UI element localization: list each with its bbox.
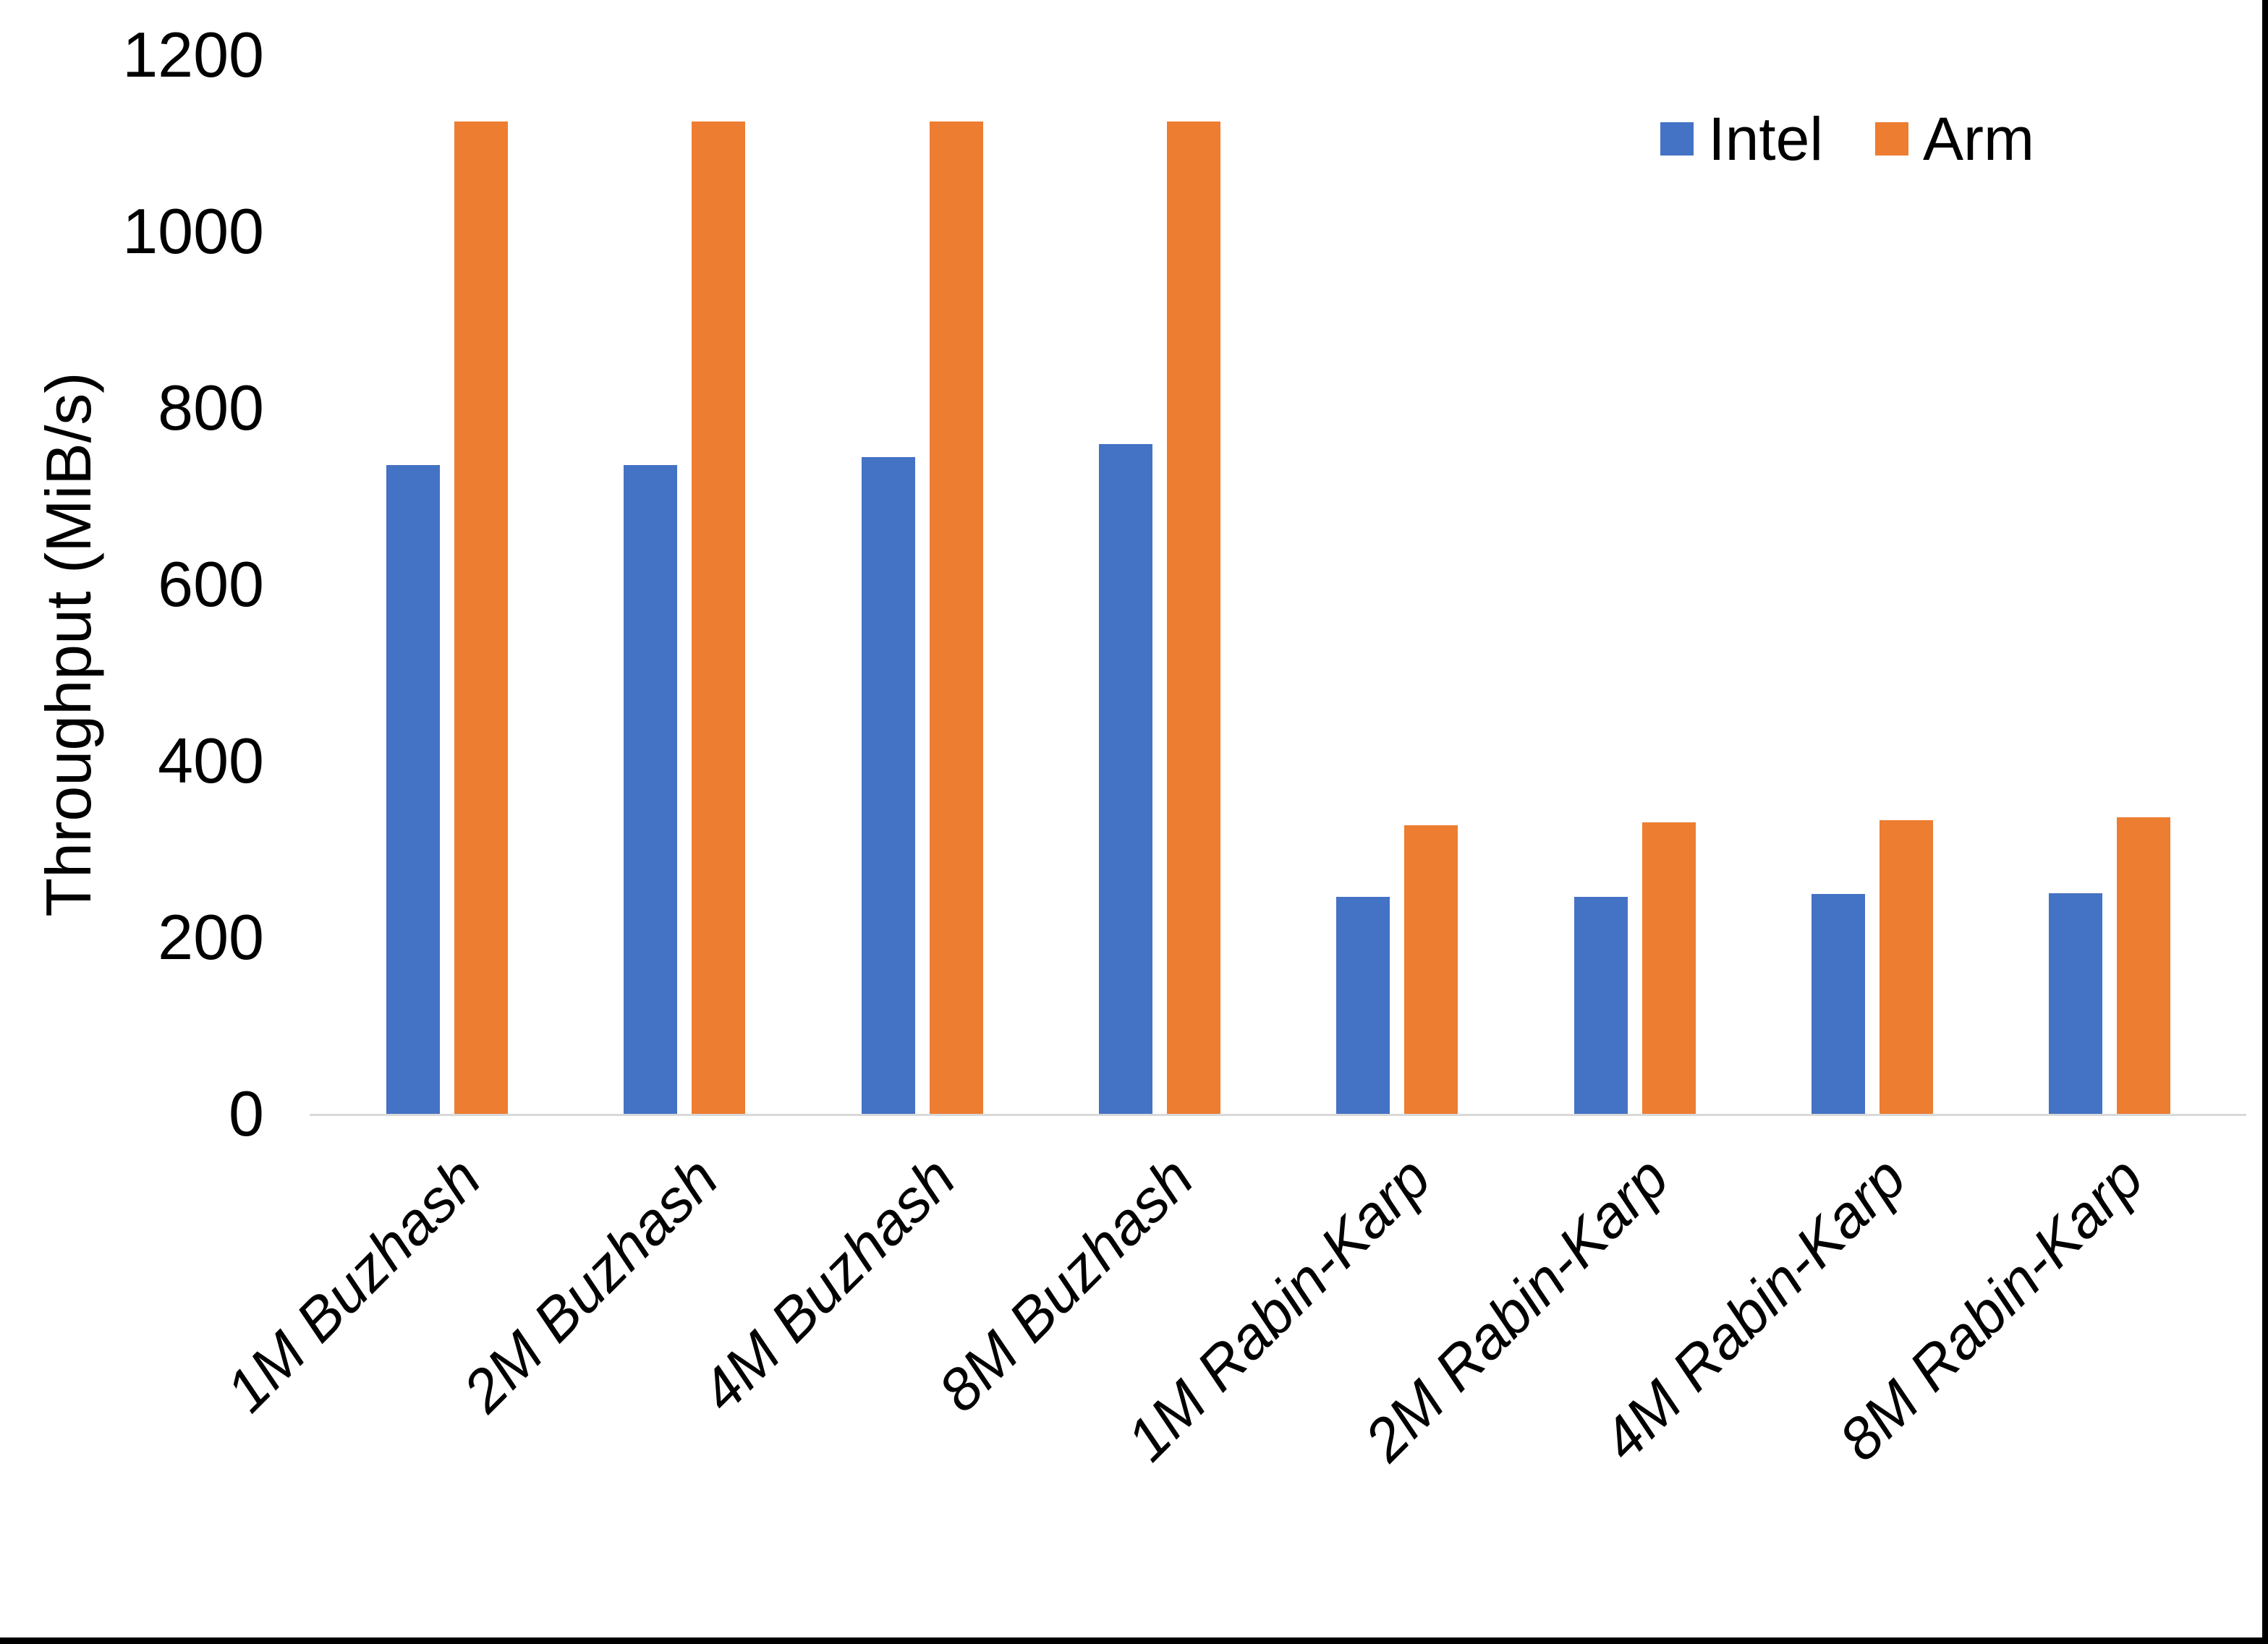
y-tick-label: 1000 xyxy=(122,195,264,267)
bar-arm-4 xyxy=(1166,121,1220,1114)
bar-arm-2 xyxy=(692,121,746,1114)
bar-arm-1 xyxy=(454,121,508,1114)
bar-intel-8 xyxy=(2049,893,2103,1114)
bar-arm-6 xyxy=(1641,822,1696,1114)
legend-item-intel: Intel xyxy=(1660,108,1823,169)
category-label: 2M Buzhash xyxy=(451,1144,731,1425)
category-label: 1M Buzhash xyxy=(213,1144,493,1425)
y-tick-label: 600 xyxy=(158,548,264,620)
bar-arm-8 xyxy=(2117,817,2171,1114)
y-tick-label: 1200 xyxy=(122,19,264,90)
legend: Intel Arm xyxy=(1660,108,2034,169)
bar-intel-1 xyxy=(386,465,440,1114)
legend-label: Intel xyxy=(1708,105,1824,173)
bar-intel-4 xyxy=(1098,444,1152,1114)
legend-marker-icon xyxy=(1660,122,1694,156)
y-tick-label: 400 xyxy=(158,725,264,796)
category-label: 4M Buzhash xyxy=(688,1144,969,1425)
bar-intel-3 xyxy=(861,457,915,1114)
bar-intel-6 xyxy=(1573,896,1628,1114)
bar-intel-5 xyxy=(1336,896,1390,1114)
legend-marker-icon xyxy=(1875,122,1909,156)
bar-intel-7 xyxy=(1811,894,1865,1114)
legend-item-arm: Arm xyxy=(1875,108,2034,169)
x-axis-line xyxy=(310,1114,2246,1116)
y-tick-label: 200 xyxy=(158,901,264,973)
bar-arm-5 xyxy=(1404,825,1458,1114)
legend-label: Arm xyxy=(1923,105,2034,173)
bar-arm-7 xyxy=(1879,819,1933,1114)
y-tick-label: 800 xyxy=(158,372,264,443)
bar-intel-2 xyxy=(624,465,678,1114)
bar-arm-3 xyxy=(929,121,983,1114)
y-tick-label: 0 xyxy=(229,1078,264,1149)
